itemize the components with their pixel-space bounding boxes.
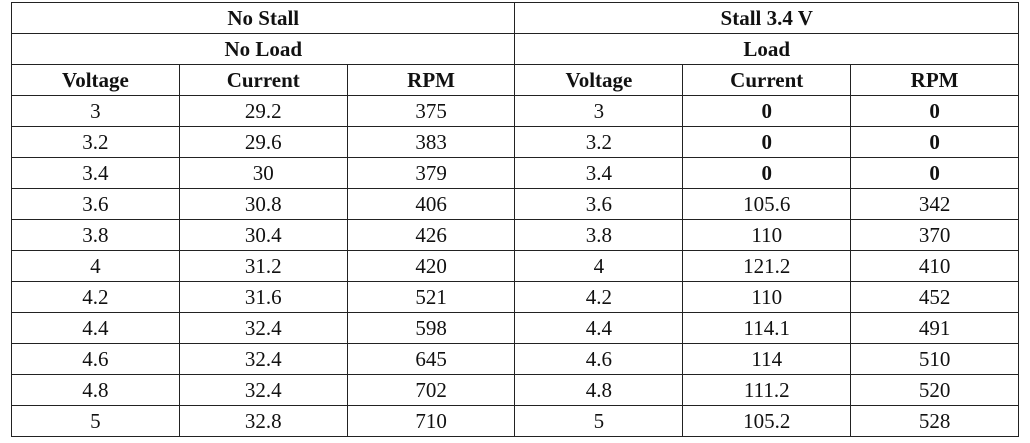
- table-cell: 4.4: [514, 312, 684, 344]
- table-cell: 528: [850, 405, 1019, 437]
- table-cell: 105.6: [682, 188, 852, 220]
- table-cell: 111.2: [682, 374, 852, 406]
- table-cell: 598: [346, 312, 516, 344]
- table-cell: 4: [11, 250, 180, 282]
- table-cell: 31.2: [178, 250, 348, 282]
- table-cell: 410: [850, 250, 1019, 282]
- table-cell: 3.4: [514, 157, 684, 189]
- table-cell: 105.2: [682, 405, 852, 437]
- table-row: 4 31.2 420 4 121.2 410: [11, 250, 1019, 282]
- table-cell: 452: [850, 281, 1019, 313]
- table-cell: 0: [682, 95, 852, 127]
- table-cell: 32.4: [178, 312, 348, 344]
- table-cell: 5: [11, 405, 180, 437]
- table-cell: 3.8: [514, 219, 684, 251]
- table-cell: 4.4: [11, 312, 180, 344]
- column-header: RPM: [850, 64, 1019, 96]
- column-header: Voltage: [11, 64, 180, 96]
- table-cell: 32.4: [178, 374, 348, 406]
- table-row: 3.4 30 379 3.4 0 0: [11, 157, 1019, 189]
- table-row: 3 29.2 375 3 0 0: [11, 95, 1019, 127]
- table-cell: 32.8: [178, 405, 348, 437]
- table-cell: 4.6: [11, 343, 180, 375]
- table-cell: 29.6: [178, 126, 348, 158]
- table-cell: 5: [514, 405, 684, 437]
- header-row: No Load Load: [10, 33, 1019, 65]
- table-row: 3.6 30.8 406 3.6 105.6 342: [11, 188, 1019, 220]
- table-cell: 4.8: [514, 374, 684, 406]
- table-body: 3 29.2 375 3 0 0 3.2 29.6 383 3.2 0 0 3.4 30 379 3.4 0 0 3…: [11, 95, 1019, 437]
- table-row: 4.6 32.4 645 4.6 114 510: [11, 343, 1019, 375]
- column-header: Current: [682, 64, 852, 96]
- table-cell: 3.8: [11, 219, 180, 251]
- group-title: Stall 3.4 V: [514, 2, 1019, 34]
- table-cell: 110: [682, 281, 852, 313]
- table-cell: 710: [346, 405, 516, 437]
- table-cell: 0: [682, 126, 852, 158]
- table-cell: 342: [850, 188, 1019, 220]
- group-subtitle: Load: [514, 33, 1019, 65]
- table-cell: 4.2: [514, 281, 684, 313]
- table-cell: 3.4: [11, 157, 180, 189]
- column-header: Voltage: [514, 64, 684, 96]
- table-cell: 383: [346, 126, 516, 158]
- data-table: No Stall Stall 3.4 V No Load Load Voltage Cur…: [10, 2, 1019, 437]
- table-row: 4.4 32.4 598 4.4 114.1 491: [11, 312, 1019, 344]
- table-cell: 0: [682, 157, 852, 189]
- table-cell: 4: [514, 250, 684, 282]
- table-row: 5 32.8 710 5 105.2 528: [11, 405, 1019, 437]
- table-cell: 0: [850, 126, 1019, 158]
- table-cell: 30: [178, 157, 348, 189]
- table-row: 4.8 32.4 702 4.8 111.2 520: [11, 374, 1019, 406]
- group-title: No Stall: [10, 2, 516, 34]
- table-cell: 645: [346, 343, 516, 375]
- table-cell: 379: [346, 157, 516, 189]
- table-cell: 4.2: [11, 281, 180, 313]
- table-cell: 491: [850, 312, 1019, 344]
- table-cell: 30.4: [178, 219, 348, 251]
- table-cell: 420: [346, 250, 516, 282]
- table-cell: 521: [346, 281, 516, 313]
- table-cell: 510: [850, 343, 1019, 375]
- table-cell: 30.8: [178, 188, 348, 220]
- table-cell: 3.2: [514, 126, 684, 158]
- table-cell: 110: [682, 219, 852, 251]
- table-cell: 0: [850, 157, 1019, 189]
- table-head: No Stall Stall 3.4 V No Load Load Voltage Cur…: [10, 2, 1019, 96]
- table-cell: 4.8: [11, 374, 180, 406]
- table-cell: 31.6: [178, 281, 348, 313]
- table-cell: 370: [850, 219, 1019, 251]
- table-cell: 520: [850, 374, 1019, 406]
- table-row: 4.2 31.6 521 4.2 110 452: [11, 281, 1019, 313]
- table-cell: 3.6: [11, 188, 180, 220]
- table-cell: 426: [346, 219, 516, 251]
- table-cell: 3.6: [514, 188, 684, 220]
- table-cell: 3: [11, 95, 180, 127]
- table-cell: 375: [346, 95, 516, 127]
- table-cell: 4.6: [514, 343, 684, 375]
- table-cell: 29.2: [178, 95, 348, 127]
- table-cell: 121.2: [682, 250, 852, 282]
- column-header: RPM: [346, 64, 516, 96]
- column-header: Current: [178, 64, 348, 96]
- table-cell: 0: [850, 95, 1019, 127]
- table-cell: 3.2: [11, 126, 180, 158]
- table-cell: 406: [346, 188, 516, 220]
- group-subtitle: No Load: [10, 33, 516, 65]
- table-cell: 702: [346, 374, 516, 406]
- table-cell: 3: [514, 95, 684, 127]
- table-cell: 32.4: [178, 343, 348, 375]
- column-header-row: Voltage Current RPM Voltage Current RPM: [11, 64, 1019, 96]
- table-row: 3.2 29.6 383 3.2 0 0: [11, 126, 1019, 158]
- header-row: No Stall Stall 3.4 V: [10, 2, 1019, 34]
- table-row: 3.8 30.4 426 3.8 110 370: [11, 219, 1019, 251]
- table-cell: 114.1: [682, 312, 852, 344]
- table-cell: 114: [682, 343, 852, 375]
